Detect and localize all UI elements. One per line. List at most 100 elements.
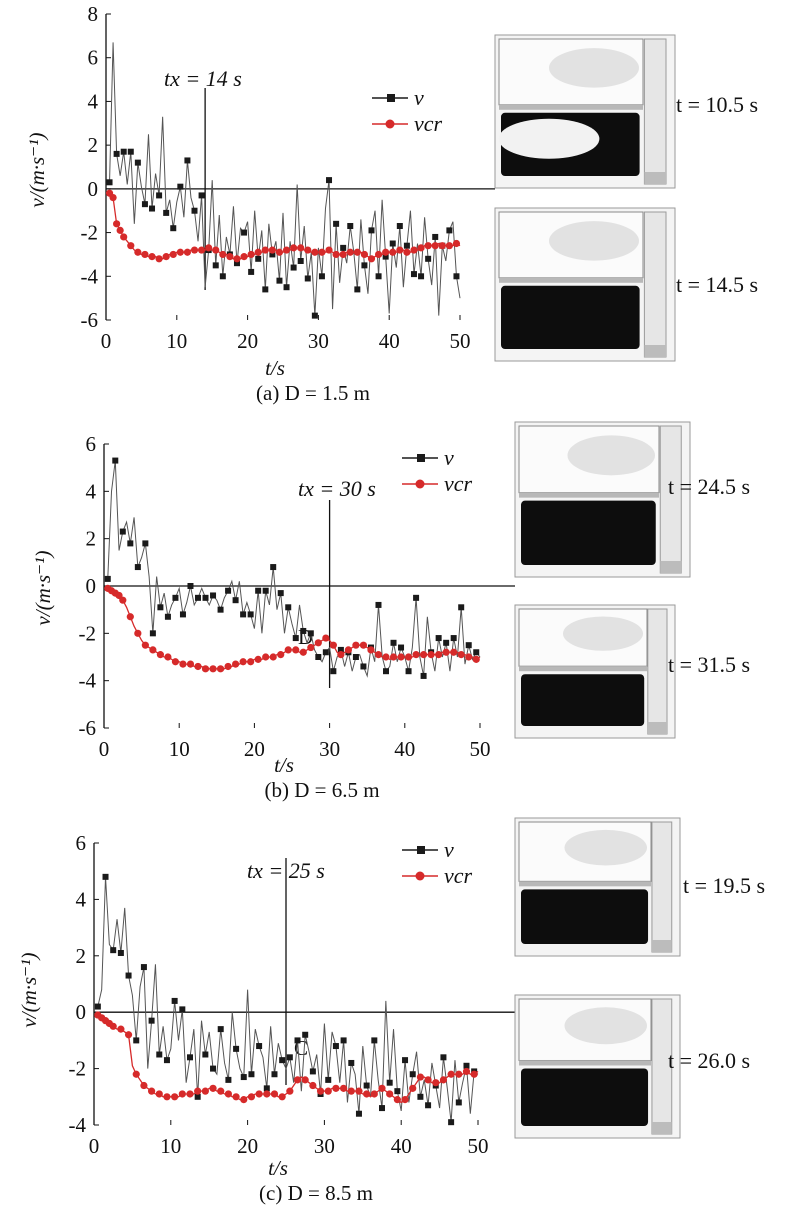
smoke-gap bbox=[498, 118, 600, 159]
data-point-v bbox=[248, 1071, 255, 1078]
data-point-v bbox=[292, 635, 299, 642]
data-point-vcr bbox=[424, 1076, 432, 1084]
y-tick-label: 0 bbox=[86, 574, 97, 598]
x-tick-label: 30 bbox=[314, 1134, 335, 1158]
data-point-vcr bbox=[163, 1093, 171, 1101]
data-point-vcr bbox=[275, 248, 284, 256]
data-point-v bbox=[170, 225, 177, 232]
data-point-vcr bbox=[439, 1076, 448, 1084]
data-point-vcr bbox=[201, 665, 210, 673]
data-point-vcr bbox=[194, 1087, 202, 1095]
data-point-vcr bbox=[209, 665, 217, 673]
series-line-v bbox=[107, 460, 481, 678]
shaft-floor bbox=[644, 172, 666, 184]
data-point-vcr bbox=[297, 244, 305, 252]
data-point-vcr bbox=[247, 250, 255, 259]
series-vcr bbox=[94, 1011, 479, 1104]
smoke-snapshot-2 bbox=[494, 207, 676, 362]
x-tick-label: 10 bbox=[169, 737, 190, 761]
data-point-vcr bbox=[462, 1067, 471, 1076]
data-point-v bbox=[179, 1006, 186, 1013]
data-point-vcr bbox=[290, 244, 298, 252]
data-point-v bbox=[297, 257, 304, 264]
data-point-v bbox=[177, 183, 184, 190]
data-point-v bbox=[347, 223, 354, 230]
data-point-vcr bbox=[179, 660, 187, 668]
legend-marker-v bbox=[417, 846, 425, 854]
y-tick-label: 4 bbox=[86, 479, 97, 503]
data-point-vcr bbox=[140, 1081, 148, 1090]
data-point-v bbox=[403, 242, 410, 249]
y-tick-label: -4 bbox=[69, 1113, 87, 1137]
data-point-vcr bbox=[445, 242, 453, 250]
shaft-floor bbox=[651, 940, 672, 952]
data-point-v bbox=[187, 583, 194, 589]
data-point-v bbox=[398, 644, 405, 651]
data-point-v bbox=[332, 1043, 339, 1050]
data-point-v bbox=[418, 273, 425, 280]
data-point-vcr bbox=[301, 1076, 309, 1084]
data-point-v bbox=[337, 646, 344, 653]
data-point-v bbox=[315, 654, 322, 660]
data-point-vcr bbox=[149, 646, 157, 654]
data-point-v bbox=[113, 150, 120, 157]
data-point-vcr bbox=[382, 248, 390, 256]
data-point-vcr bbox=[396, 246, 404, 254]
data-point-vcr bbox=[134, 248, 142, 256]
data-point-vcr bbox=[224, 662, 232, 671]
y-tick-label: -2 bbox=[69, 1057, 87, 1081]
data-point-vcr bbox=[412, 651, 420, 659]
snapshot-time-label: t = 10.5 s bbox=[676, 92, 758, 117]
y-tick-label: 0 bbox=[76, 1000, 87, 1024]
x-tick-label: 0 bbox=[101, 329, 112, 353]
y-tick-label: 2 bbox=[86, 527, 97, 551]
snapshot-time-label: t = 19.5 s bbox=[683, 873, 765, 898]
data-point-vcr bbox=[431, 242, 439, 250]
data-point-v bbox=[390, 639, 397, 646]
data-point-vcr bbox=[346, 248, 354, 256]
data-point-vcr bbox=[219, 250, 227, 259]
data-point-v bbox=[440, 1054, 447, 1061]
smoke-layer bbox=[501, 285, 640, 349]
data-point-vcr bbox=[424, 242, 432, 250]
shaft-floor bbox=[644, 345, 666, 357]
x-tick-label: 20 bbox=[237, 1134, 258, 1158]
snapshot-divider bbox=[519, 492, 659, 498]
smoke-cloud bbox=[563, 616, 643, 651]
data-point-vcr bbox=[293, 1076, 302, 1084]
data-point-vcr bbox=[344, 646, 352, 654]
data-point-v bbox=[125, 972, 132, 979]
data-point-v bbox=[156, 192, 163, 199]
data-point-v bbox=[425, 255, 432, 262]
data-point-v bbox=[149, 630, 156, 637]
x-tick-label: 0 bbox=[99, 737, 110, 761]
data-point-v bbox=[187, 1054, 193, 1061]
data-point-vcr bbox=[117, 1025, 125, 1033]
data-point-v bbox=[164, 613, 171, 620]
data-point-vcr bbox=[148, 1087, 156, 1095]
data-point-v bbox=[104, 575, 111, 582]
data-point-vcr bbox=[374, 651, 383, 659]
data-point-vcr bbox=[457, 651, 465, 659]
data-point-v bbox=[141, 201, 148, 208]
data-point-v bbox=[255, 587, 262, 594]
data-point-v bbox=[463, 1062, 470, 1069]
data-point-v bbox=[396, 223, 403, 230]
panel-caption: (b) D = 6.5 m bbox=[264, 778, 379, 802]
data-point-vcr bbox=[132, 1070, 140, 1078]
data-point-v bbox=[210, 1065, 217, 1072]
shaft-floor bbox=[647, 722, 667, 734]
data-point-vcr bbox=[178, 1090, 186, 1098]
data-point-vcr bbox=[316, 1087, 325, 1095]
data-point-vcr bbox=[304, 246, 312, 254]
shaft-floor bbox=[651, 1122, 672, 1134]
data-point-v bbox=[279, 1057, 286, 1064]
data-point-vcr bbox=[141, 250, 149, 259]
data-point-v bbox=[247, 611, 254, 618]
data-point-v bbox=[195, 594, 201, 601]
y-tick-label: -6 bbox=[81, 308, 99, 332]
y-tick-label: 0 bbox=[88, 177, 99, 201]
shaft-floor bbox=[660, 561, 682, 573]
